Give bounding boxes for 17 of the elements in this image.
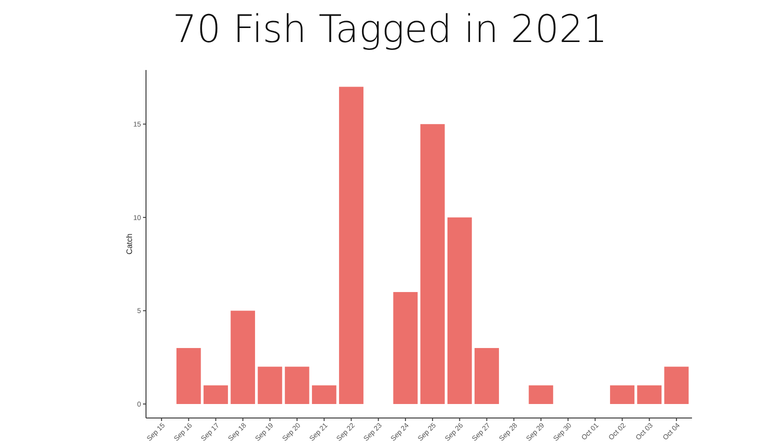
bar: [393, 292, 418, 404]
chart-title: 70 Fish Tagged in 2021: [172, 7, 608, 51]
bar: [230, 310, 256, 404]
bar: [474, 348, 499, 404]
bar: [312, 385, 336, 404]
bar: [420, 124, 445, 404]
bar: [339, 86, 364, 404]
bar: [447, 217, 472, 404]
bar: [637, 385, 662, 404]
bar: [204, 385, 228, 404]
bar: [610, 385, 634, 404]
bar: [258, 366, 282, 404]
bar: [528, 385, 554, 404]
bar: [176, 348, 201, 404]
y-axis-title: Catch: [125, 234, 134, 254]
bar: [284, 366, 310, 404]
bar: [664, 366, 689, 404]
